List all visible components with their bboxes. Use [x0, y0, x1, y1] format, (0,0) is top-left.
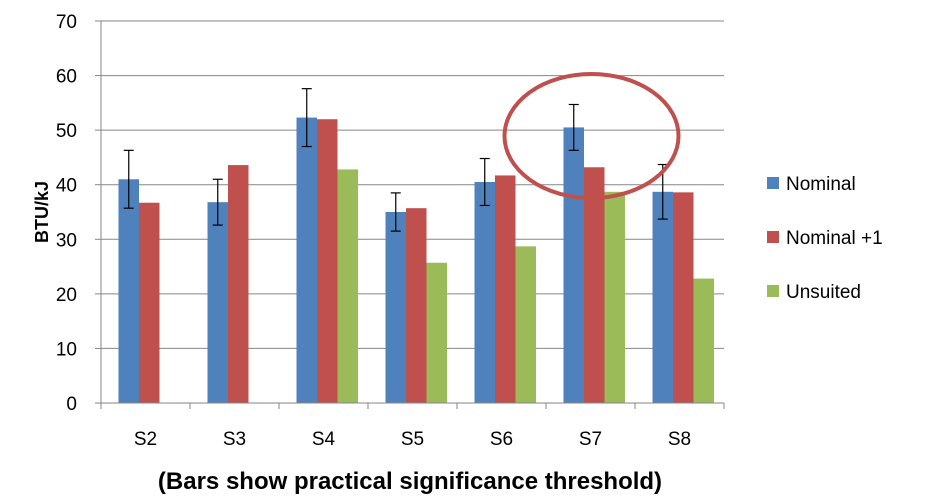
y-tick-label: 60: [56, 67, 77, 88]
bar-nominal-s3: [207, 202, 228, 403]
legend-swatch: [767, 177, 779, 189]
axes: [95, 20, 725, 409]
y-tick-label: 0: [66, 394, 77, 415]
bar-nominal-s8: [652, 191, 673, 403]
tick-labels: 0 10 20 30 40 50 60 70 S2 S3 S4 S5 S6 S7 S8: [56, 12, 691, 450]
y-tick-label: 10: [56, 339, 77, 360]
legend-label: Nominal +1: [786, 228, 883, 249]
legend-swatch: [767, 231, 779, 243]
legend-label: Nominal: [786, 174, 856, 195]
x-tick-label-s7: S7: [579, 429, 602, 450]
bar-unsuited-s5: [426, 262, 447, 403]
legend: Nominal Nominal +1 Unsuited: [767, 174, 883, 303]
bar-nominal-s6: [474, 181, 495, 403]
bar-nominal-s7: [563, 127, 584, 404]
bar-unsuited-s7: [604, 191, 625, 403]
y-tick-label: 30: [56, 230, 77, 251]
y-tick-label: 20: [56, 285, 77, 306]
x-tick-label-s4: S4: [312, 429, 336, 450]
bars: [118, 117, 714, 404]
error-bars: [123, 88, 668, 232]
bar-nominal-1-s3: [228, 165, 249, 403]
annotation-ellipse: [502, 72, 681, 200]
bar-nominal-s4: [296, 117, 317, 403]
y-tick-label: 50: [56, 121, 77, 142]
bar-nominal-1-s2: [139, 202, 160, 403]
x-tick-label-s6: S6: [490, 429, 513, 450]
bar-unsuited-s4: [337, 169, 358, 403]
bar-nominal-1-s8: [673, 192, 694, 403]
x-tick-label-s3: S3: [223, 429, 246, 450]
bar-nominal-s2: [118, 179, 139, 403]
bar-nominal-1-s4: [317, 119, 338, 403]
bar-unsuited-s8: [693, 278, 714, 403]
y-tick-label: 40: [56, 176, 77, 197]
bar-nominal-1-s5: [406, 208, 427, 403]
x-axis-label: (Bars show practical significance thresh…: [158, 468, 662, 495]
bar-nominal-s5: [385, 212, 406, 403]
legend-swatch: [767, 285, 779, 297]
x-tick-label-s5: S5: [401, 429, 424, 450]
legend-label: Unsuited: [786, 282, 861, 303]
annotations: [502, 72, 681, 200]
y-tick-label: 70: [56, 12, 77, 33]
bar-nominal-1-s6: [495, 175, 516, 403]
x-tick-label-s2: S2: [134, 429, 157, 450]
bar-nominal-1-s7: [584, 167, 605, 403]
bar-unsuited-s6: [515, 246, 536, 403]
x-tick-label-s8: S8: [668, 429, 691, 450]
y-axis-label: BTU/kJ: [32, 181, 52, 243]
